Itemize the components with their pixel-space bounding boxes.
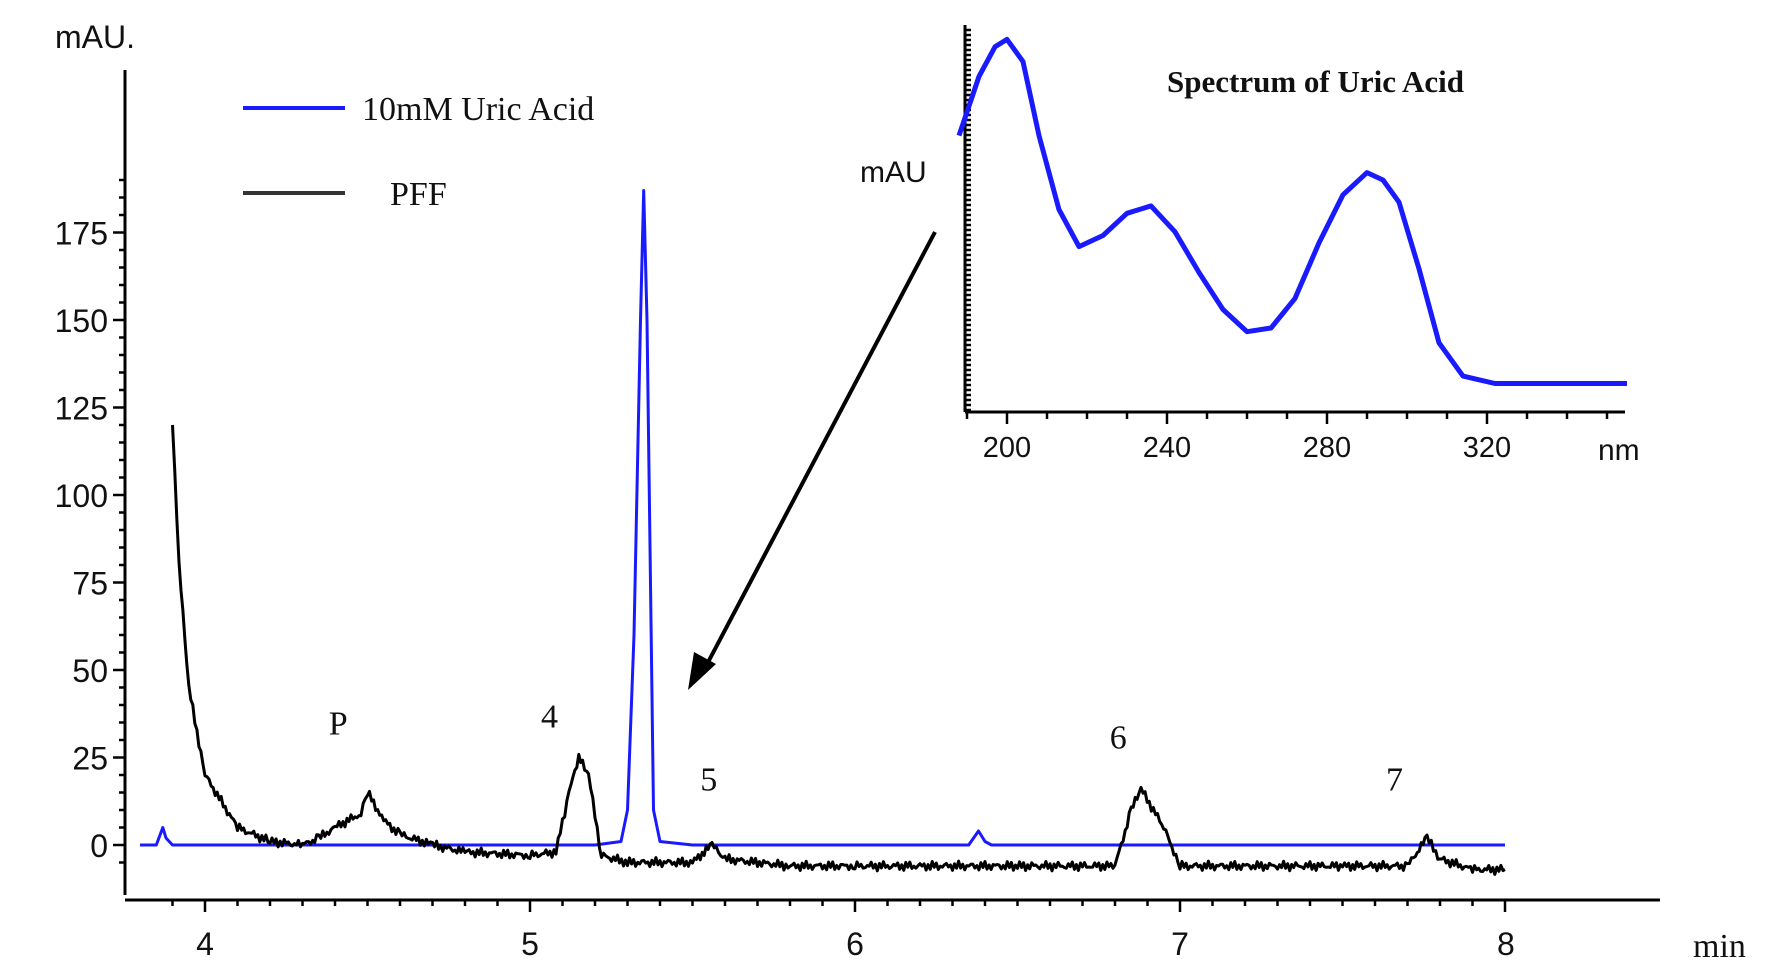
inset-x-unit-label: nm: [1598, 434, 1640, 467]
pointer-arrow: [688, 231, 937, 690]
inset-y-minor-ticks: [965, 28, 971, 412]
peak-label: 5: [700, 762, 717, 799]
x-ticks: 4 5 6 7 8: [171, 900, 1515, 962]
y-tick-label: 175: [55, 216, 108, 252]
inset-y-axis-label: mAU: [860, 156, 927, 189]
arrow-head: [688, 652, 716, 690]
y-tick-label: 125: [55, 391, 108, 427]
x-tick-label: 6: [846, 926, 864, 962]
y-tick-label: 150: [55, 303, 108, 339]
y-tick-label: 75: [72, 566, 108, 602]
inset-spectrum-chart: Spectrum of Uric Acid mAU 200 240 280 320 n…: [860, 25, 1640, 467]
inset-x-tick-label: 280: [1303, 432, 1351, 464]
inset-x-tick-label: 200: [983, 432, 1031, 464]
peak-label: 7: [1386, 762, 1403, 799]
legend-label-uric-acid: 10mM Uric Acid: [362, 91, 594, 128]
x-tick-label: 8: [1497, 926, 1515, 962]
x-tick-label: 7: [1171, 926, 1189, 962]
inset-title: Spectrum of Uric Acid: [1167, 64, 1464, 99]
peak-label: 4: [541, 699, 558, 736]
inset-series-lines: [956, 36, 1627, 386]
legend: 10mM Uric Acid PFF: [243, 91, 594, 213]
peak-label: 6: [1110, 720, 1127, 757]
x-tick-label: 4: [196, 926, 214, 962]
y-ticks: 0 25 50 75 100 125 150 175: [55, 178, 125, 864]
y-tick-label: 0: [90, 828, 108, 864]
legend-label-pff: PFF: [390, 176, 447, 213]
main-chart: mAU. 0 25 50 75 100 125 150 175 4 5 6 7 8 min P 4 5 6 7…: [55, 19, 1746, 965]
inset-spectrum-line: [956, 36, 1627, 386]
peak-label: P: [329, 706, 348, 743]
peak-labels: P 4 5 6 7: [329, 699, 1403, 799]
inset-x-tick-label: 240: [1143, 432, 1191, 464]
y-axis-label: mAU.: [55, 19, 135, 55]
series-pff-line: [171, 424, 1506, 876]
x-unit-label: min: [1693, 928, 1746, 965]
y-tick-label: 100: [55, 478, 108, 514]
y-tick-label: 50: [72, 653, 108, 689]
inset-x-ticks: 200 240 280 320: [965, 412, 1609, 464]
y-tick-label: 25: [72, 741, 108, 777]
x-tick-label: 5: [521, 926, 539, 962]
series-lines: [140, 189, 1506, 876]
inset-x-tick-label: 320: [1463, 432, 1511, 464]
series-uric-acid-line: [140, 189, 1505, 847]
